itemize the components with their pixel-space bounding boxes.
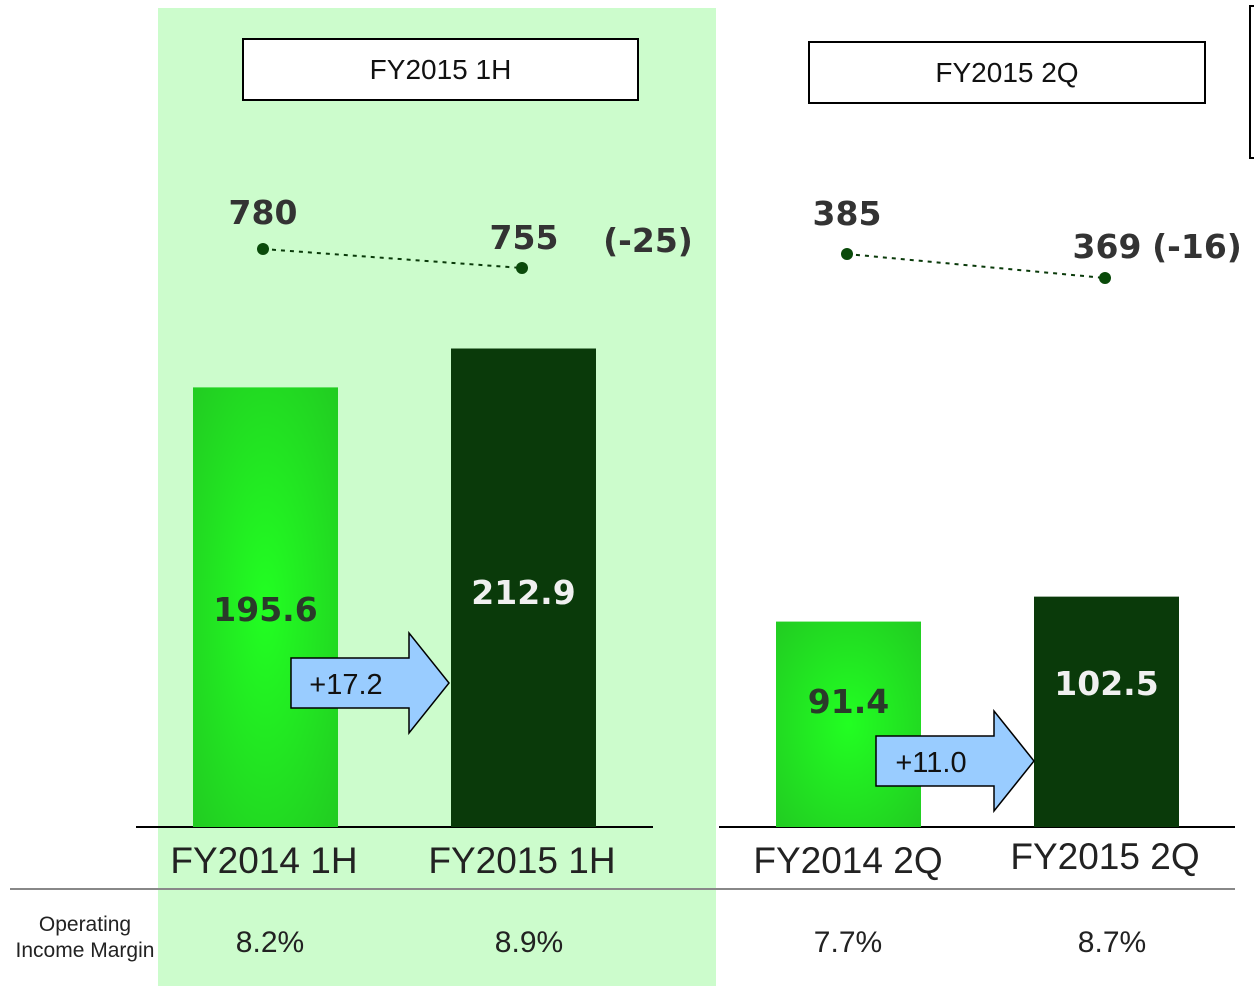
line-series-point [841,248,853,260]
category-label: FY2015 1H [428,840,616,881]
margin-value: 8.2% [235,926,305,959]
bar [776,621,921,827]
line-series-value-label: 385 [813,194,882,233]
bar [1034,596,1179,827]
category-label: FY2014 2Q [753,840,943,881]
bar-value-label: 195.6 [213,590,317,629]
line-series-point [516,262,528,274]
line-series-point [1099,272,1111,284]
line-series-connector [262,248,523,269]
margin-value: 7.7% [813,926,883,959]
legend-box-partial [1249,5,1254,159]
line-series-value-label: 780 [229,193,298,232]
change-value-label: +11.0 [895,747,966,779]
line-series-value-label: 755 [490,218,559,257]
change-arrow [875,708,1035,814]
bar-value-label: 102.5 [1054,664,1158,703]
bar-value-label: 212.9 [471,573,575,612]
operating-income-margin-label: Operating Income Margin [15,913,155,962]
change-arrow [290,630,450,736]
margin-value: 8.9% [494,926,564,959]
bar-value-label: 91.4 [808,682,889,721]
bar [193,387,338,827]
line-series-value-label: 369 [1073,227,1142,266]
panel1-title: FY2015 1H [242,38,639,101]
change-value-label: +17.2 [309,669,382,701]
line-series-change-label: (-25) [603,221,693,260]
category-label: FY2015 2Q [1010,836,1200,877]
margin-value: 8.7% [1077,926,1147,959]
line-series-change-label: (-16) [1152,227,1242,266]
bar [451,348,596,827]
category-label: FY2014 1H [170,840,358,881]
line-series-connector [846,253,1106,279]
line-series-point [257,243,269,255]
panel2-title: FY2015 2Q [808,41,1206,104]
